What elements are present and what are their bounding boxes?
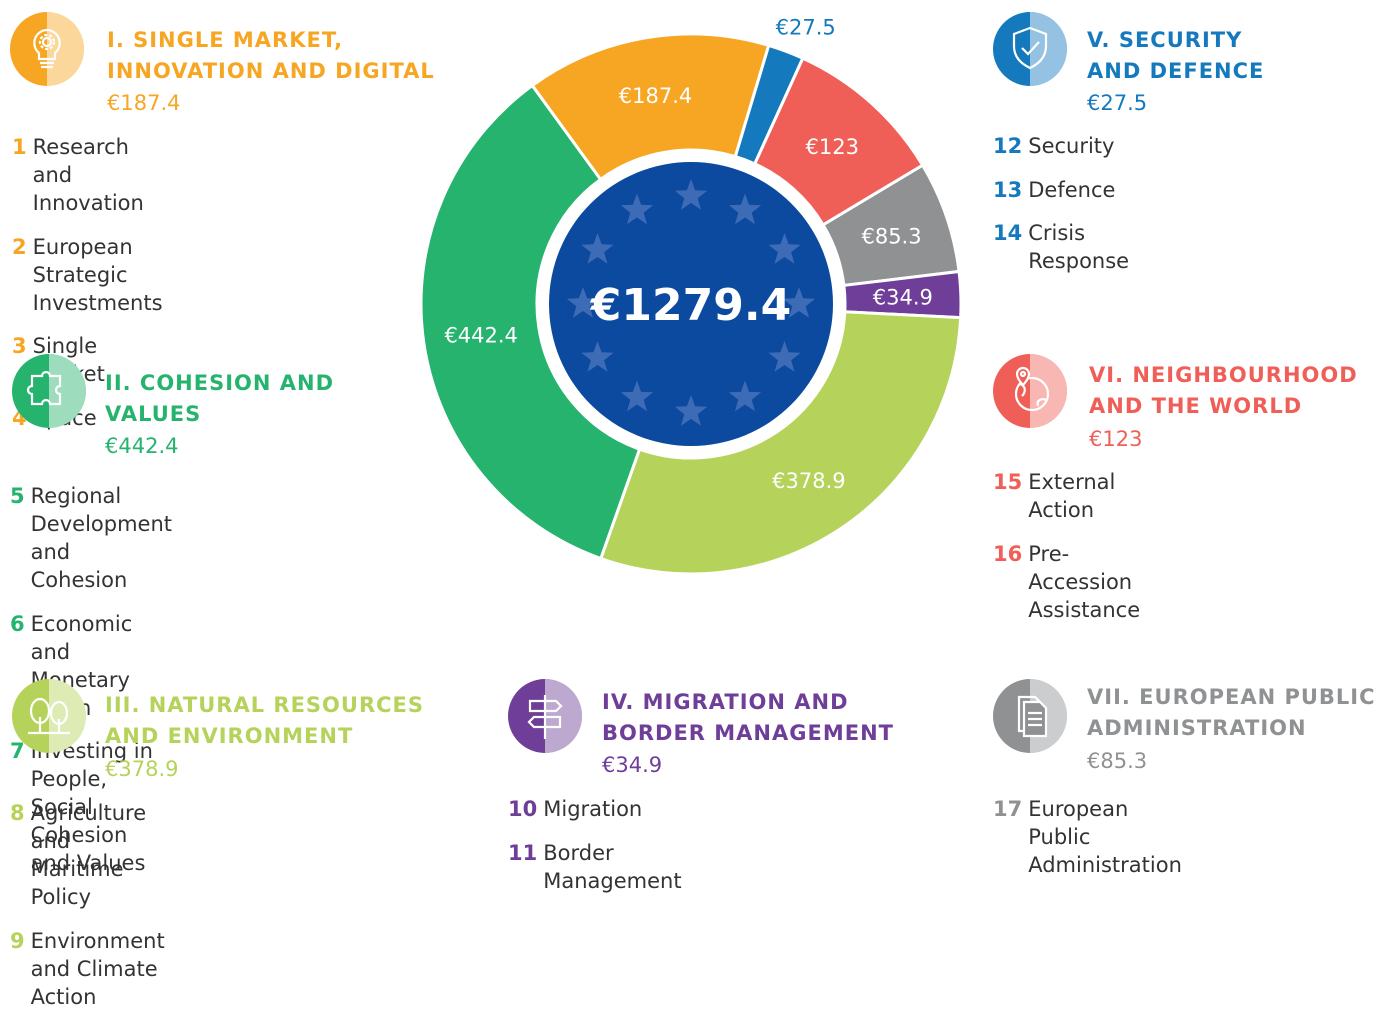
eu-star [782,287,816,318]
category-amount: €123 [1089,427,1143,451]
category-title: I. SINGLE MARKET, [107,28,344,52]
category-title-2: VALUES [105,402,202,426]
donut-slice [419,83,642,561]
category-title-2: ADMINISTRATION [1087,716,1307,740]
category-amount: €85.3 [1087,749,1148,773]
category-amount: €442.4 [105,434,179,458]
category-amount: €187.4 [107,91,181,115]
list-item: 13 Defence [993,177,1116,202]
eu-star [620,193,654,225]
eu-star [674,395,708,426]
eu-star [768,233,801,264]
list-item: 15 External Action [993,470,1116,522]
slice-value-label: €27.5 [776,16,836,40]
category-amount: €34.9 [602,753,663,777]
list-item: 2 European Strategic Investments [12,234,163,315]
list-item: 12 Security [993,134,1115,158]
budget-donut-chart: €1279.4 €187.4€27.5€123€85.3€34.9€378.9€… [419,16,963,576]
list-item: 14 Crisis Response [993,221,1130,273]
list-item: 11 Border Management [508,840,682,893]
donut-slice [598,310,963,576]
category-title: V. SECURITY [1087,28,1243,52]
eu-star [581,233,614,264]
donut-slices [419,32,963,576]
slice-value-label: €123 [806,135,859,159]
list-item: 10 Migration [508,797,643,821]
category-title: IV. MIGRATION AND [602,690,849,714]
eu-stars [566,179,816,426]
documents-icon [993,679,1067,753]
list-item: 9 Environment and Climate Action [10,928,165,1009]
category-title-2: AND DEFENCE [1087,59,1265,83]
eu-star [728,193,762,225]
list-item: 5 Regional Development and Cohesion [10,484,172,592]
center-circle [549,162,833,446]
category-title-2: AND THE WORLD [1089,394,1303,418]
eu-star [728,380,762,412]
donut-slice [530,32,771,182]
eu-star [581,341,614,372]
slice-value-label: €34.9 [873,286,933,310]
eu-star [768,341,801,372]
lightbulb-gear-icon [10,12,84,86]
list-item: 8 Agriculture and Maritime Policy [10,801,147,909]
slice-value-label: €187.4 [619,84,692,108]
list-item: 1 Research and Innovation [12,135,144,215]
puzzle-pieces-icon [12,354,86,428]
slice-value-label: €378.9 [772,469,845,493]
eu-star [674,179,708,210]
signpost-icon [508,679,582,753]
slice-value-label: €442.4 [444,323,517,347]
shield-check-icon [993,12,1067,86]
list-item: 7Investing in People, Social Cohesion an… [10,739,153,875]
category-title: II. COHESION AND [105,371,335,395]
slice-labels: €187.4 €27.5 €123 €85.3 €34.9 €378.9 €442.4 [444,16,932,494]
category-title: III. NATURAL RESOURCES [105,693,425,717]
category-title: VI. NEIGHBOURHOOD [1089,363,1358,387]
total-amount: €1279.4 [590,280,791,331]
eu-star [620,380,654,412]
trees-icon [12,679,86,753]
category-amount: €27.5 [1087,91,1148,115]
globe-pin-icon [993,354,1067,428]
eu-star [566,287,600,318]
category-title: VII. EUROPEAN PUBLIC [1087,685,1376,709]
category-title-2: INNOVATION AND DIGITAL [107,59,435,83]
list-item: 16 Pre-Accession Assistance [993,541,1141,622]
slice-value-label: €85.3 [861,224,921,248]
category-title-2: BORDER MANAGEMENT [602,721,894,745]
category-amount: €378.9 [105,757,179,781]
category-title-2: AND ENVIRONMENT [105,724,354,748]
list-item: 17 European Public Administration [993,797,1182,877]
